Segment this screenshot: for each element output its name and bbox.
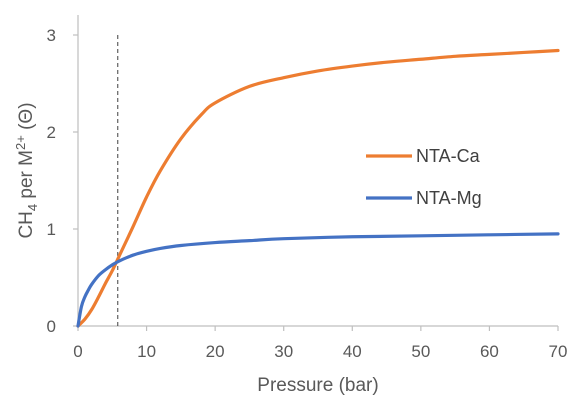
legend-label-nta-mg: NTA-Mg — [416, 188, 482, 208]
y-axis-title-middle: per M — [16, 150, 37, 204]
x-tick-label: 60 — [480, 342, 499, 361]
y-axis-title-prefix: CH — [16, 211, 37, 238]
axes — [77, 15, 558, 327]
y-tick-label: 2 — [47, 123, 56, 142]
x-tick-label: 0 — [73, 342, 82, 361]
x-tick-label: 40 — [343, 342, 362, 361]
y-axis-title: CH4 per M2+ (Θ) — [13, 102, 40, 238]
series-lines — [76, 48, 560, 328]
series-line-nta-ca — [76, 48, 560, 328]
y-tick-label: 0 — [47, 317, 56, 336]
x-axis-title: Pressure (bar) — [257, 375, 378, 396]
x-tick-label: 10 — [137, 342, 156, 361]
y-tick-label: 3 — [47, 26, 56, 45]
legend: NTA-Ca NTA-Mg — [366, 146, 482, 208]
y-tick-label: 1 — [47, 220, 56, 239]
y-axis-title-suffix: (Θ) — [16, 102, 37, 135]
x-tick-label: 50 — [411, 342, 430, 361]
y-axis-title-subscript: 4 — [25, 204, 40, 211]
x-tick-label: 30 — [274, 342, 293, 361]
x-tick-label: 70 — [549, 342, 568, 361]
series-line-nta-mg — [76, 232, 560, 328]
y-axis-ticks: 0 1 2 3 — [47, 26, 78, 336]
y-axis-title-superscript: 2+ — [13, 135, 28, 150]
x-axis-ticks: 0 10 20 30 40 50 60 70 — [73, 326, 567, 361]
x-tick-label: 20 — [206, 342, 225, 361]
legend-label-nta-ca: NTA-Ca — [416, 146, 481, 166]
